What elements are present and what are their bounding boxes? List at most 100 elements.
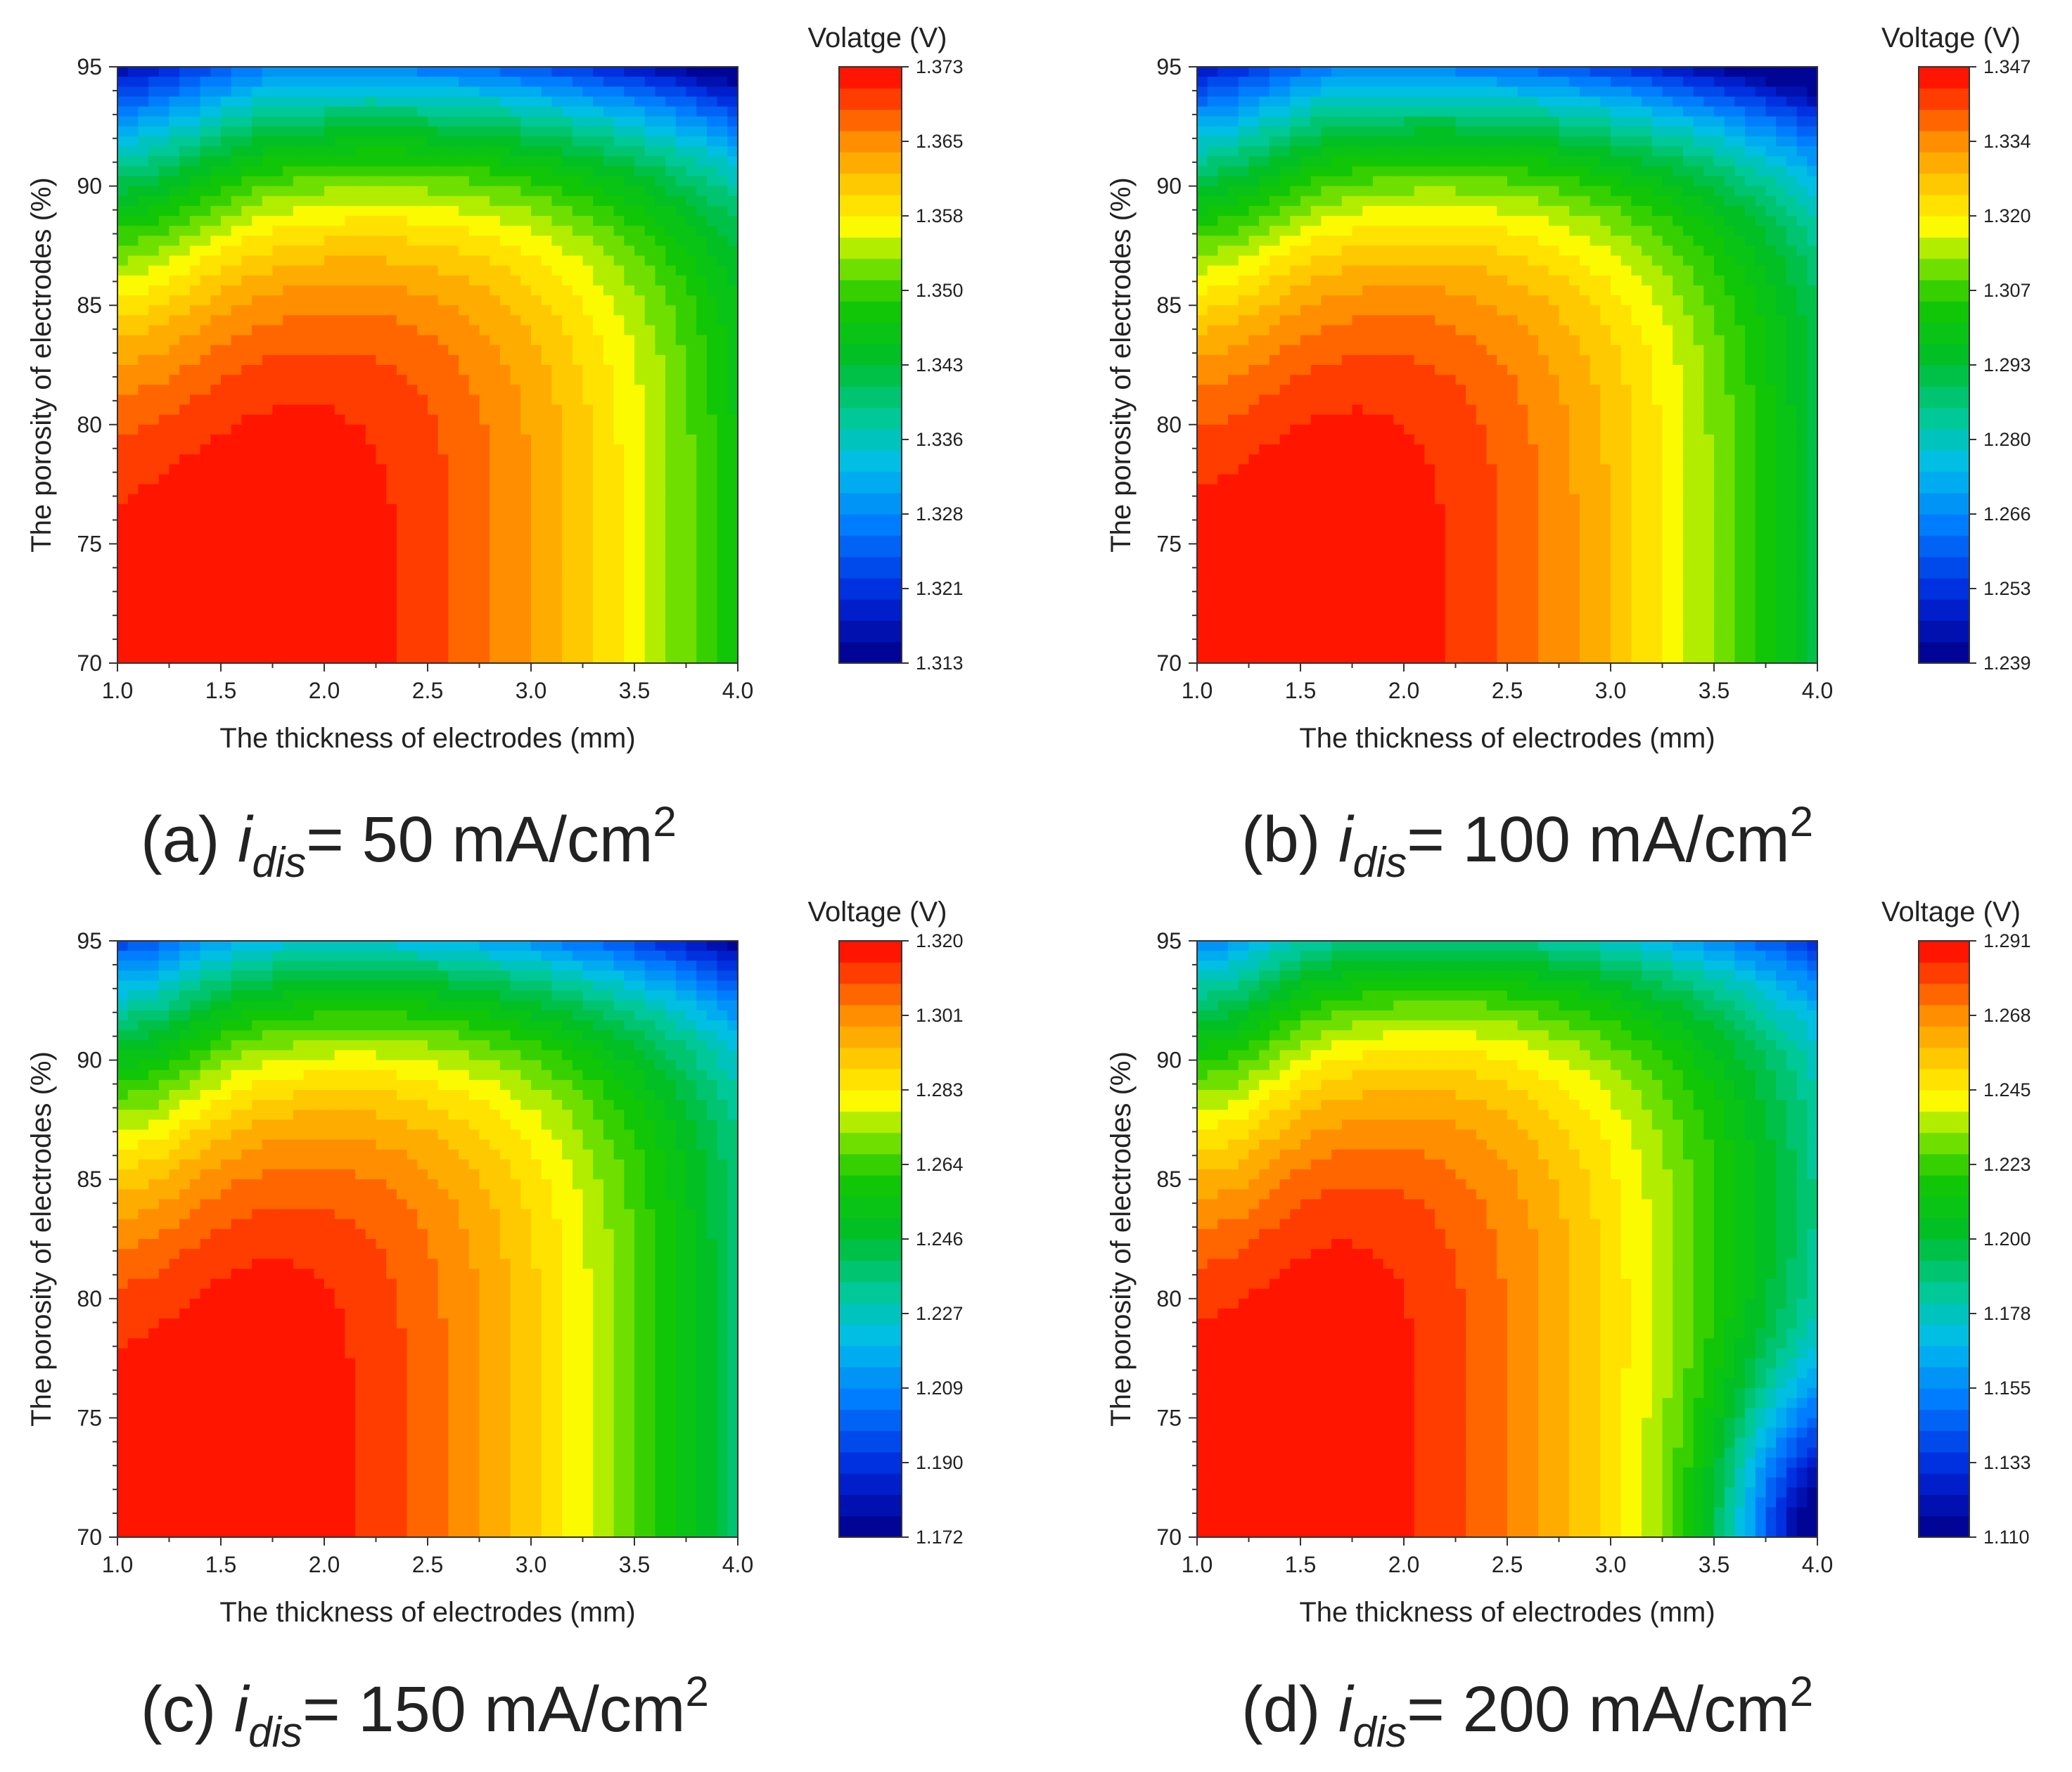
contour-cell — [158, 424, 170, 435]
contour-cell — [1507, 205, 1518, 217]
contour-cell — [675, 226, 687, 236]
contour-cell — [562, 205, 573, 217]
contour-cell — [272, 166, 283, 177]
contour-cell — [1579, 186, 1591, 197]
contour-cell — [468, 603, 480, 614]
contour-cell — [582, 573, 594, 584]
contour-cell — [365, 126, 377, 137]
contour-cell — [1435, 195, 1446, 207]
contour-cell — [675, 603, 687, 614]
contour-cell — [520, 563, 532, 574]
contour-cell — [200, 195, 211, 207]
contour-cell — [1300, 275, 1312, 286]
contour-cell — [1248, 77, 1260, 87]
contour-cell — [231, 385, 242, 395]
contour-cell — [613, 583, 625, 594]
contour-cell — [407, 176, 418, 187]
contour-cell — [1620, 205, 1632, 217]
contour-cell — [272, 236, 283, 246]
contour-cell — [428, 643, 439, 654]
contour-cell — [272, 136, 283, 147]
contour-cell — [448, 126, 459, 137]
contour-cell — [1662, 67, 1673, 77]
contour-cell — [1197, 166, 1208, 177]
contour-cell — [1755, 205, 1767, 217]
contour-cell — [179, 514, 191, 525]
contour-cell — [324, 136, 335, 147]
contour-cell — [1300, 176, 1312, 187]
contour-cell — [1755, 255, 1767, 267]
contour-cell — [499, 236, 511, 246]
contour-cell — [314, 534, 325, 544]
contour-cell — [437, 146, 449, 157]
contour-cell — [231, 146, 242, 157]
contour-cell — [365, 613, 377, 624]
contour-cell — [386, 613, 397, 624]
contour-cell — [1517, 236, 1528, 246]
contour-cell — [324, 205, 335, 217]
contour-cell — [1362, 205, 1374, 217]
contour-cell — [1620, 236, 1632, 246]
contour-cell — [1600, 67, 1611, 77]
contour-cell — [355, 275, 366, 286]
contour-cell — [448, 216, 459, 226]
contour-cell — [490, 96, 501, 108]
contour-cell — [634, 365, 646, 375]
contour-cell — [262, 524, 274, 534]
contour-cell — [468, 245, 480, 257]
contour-cell — [634, 553, 646, 565]
contour-cell — [644, 116, 656, 127]
contour-cell — [1393, 216, 1405, 226]
contour-cell — [407, 444, 418, 455]
contour-cell — [1341, 116, 1353, 127]
contour-cell — [1548, 86, 1560, 97]
contour-cell — [365, 67, 377, 77]
contour-cell — [1548, 156, 1560, 167]
contour-cell — [1682, 195, 1694, 207]
contour-cell — [1776, 106, 1787, 117]
contour-cell — [158, 146, 170, 157]
contour-cell — [1662, 255, 1673, 267]
contour-cell — [551, 295, 563, 306]
contour-cell — [1682, 136, 1694, 147]
contour-cell — [603, 375, 615, 385]
contour-cell — [272, 603, 283, 614]
contour-cell — [541, 474, 552, 485]
contour-cell — [613, 275, 625, 286]
contour-cell — [582, 295, 594, 306]
contour-cell — [158, 544, 170, 555]
contour-cell — [127, 474, 139, 485]
contour-cell — [520, 524, 532, 534]
contour-cell — [1300, 156, 1312, 167]
contour-cell — [1590, 216, 1601, 226]
contour-cell — [1631, 106, 1642, 117]
contour-cell — [1497, 245, 1508, 257]
contour-cell — [468, 563, 480, 574]
contour-cell — [148, 593, 160, 604]
contour-cell — [1611, 146, 1622, 157]
contour-cell — [603, 315, 615, 326]
contour-cell — [686, 265, 697, 276]
contour-cell — [231, 603, 242, 614]
contour-cell — [1486, 236, 1497, 246]
contour-cell — [593, 583, 604, 594]
contour-cell — [717, 96, 728, 108]
contour-cell — [717, 474, 728, 485]
contour-cell — [334, 166, 345, 177]
contour-cell — [386, 553, 397, 565]
contour-cell — [727, 176, 738, 187]
contour-cell — [252, 354, 263, 366]
contour-cell — [572, 414, 584, 425]
contour-cell — [479, 385, 490, 395]
contour-cell — [1611, 226, 1622, 236]
contour-cell — [1693, 226, 1704, 236]
contour-cell — [572, 653, 584, 663]
contour-cell — [1517, 136, 1528, 147]
contour-cell — [510, 96, 521, 108]
contour-cell — [386, 335, 397, 346]
contour-cell — [1321, 86, 1332, 97]
contour-cell — [706, 295, 718, 306]
contour-cell — [675, 524, 687, 534]
contour-cell — [1745, 156, 1756, 167]
contour-cell — [221, 265, 232, 276]
